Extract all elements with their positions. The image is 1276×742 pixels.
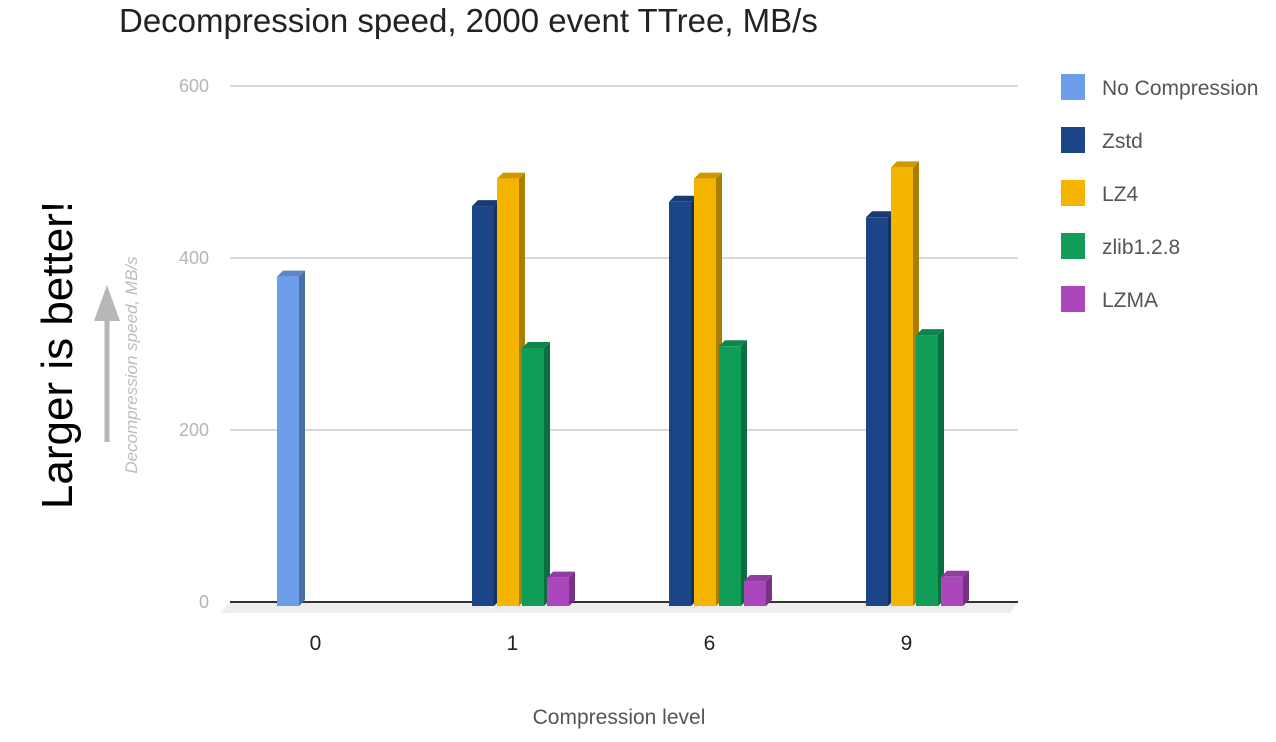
legend-label: No Compression bbox=[1102, 77, 1258, 100]
legend-swatch bbox=[1061, 127, 1085, 153]
bar-no-compression-level-0 bbox=[277, 270, 305, 606]
bar-side bbox=[544, 342, 550, 606]
legend-swatch bbox=[1061, 286, 1085, 312]
chart-title: Decompression speed, 2000 event TTree, M… bbox=[119, 2, 818, 39]
legend-item: LZ4 bbox=[1061, 180, 1139, 206]
bar-front bbox=[547, 577, 569, 606]
legend-label: Zstd bbox=[1102, 130, 1143, 153]
bar-zlib1-2-8-level-6 bbox=[719, 340, 747, 606]
bar-zlib1-2-8-level-1 bbox=[522, 342, 550, 606]
legend-label: LZ4 bbox=[1102, 183, 1139, 206]
bar-top bbox=[472, 200, 500, 207]
bar-front bbox=[744, 581, 766, 606]
y-tick-label: 200 bbox=[179, 420, 209, 440]
bar-lz4-level-1 bbox=[497, 172, 525, 606]
bar-zlib1-2-8-level-9 bbox=[916, 329, 944, 606]
bar-front bbox=[497, 178, 519, 606]
bar-top bbox=[719, 340, 747, 347]
x-axis-ticks: 0 1 6 9 bbox=[310, 632, 913, 655]
bar-top bbox=[866, 211, 894, 218]
legend-swatch bbox=[1061, 180, 1085, 206]
bar-top bbox=[669, 195, 697, 202]
bar-lz4-level-6 bbox=[694, 172, 722, 606]
legend-label: zlib1.2.8 bbox=[1102, 236, 1180, 259]
bar-zstd-level-1 bbox=[472, 200, 500, 606]
x-tick-label: 6 bbox=[704, 632, 716, 655]
bar-top bbox=[744, 575, 772, 582]
bar-front bbox=[866, 217, 888, 606]
bar-top bbox=[497, 172, 525, 179]
bar-side bbox=[766, 575, 772, 606]
bar-front bbox=[522, 348, 544, 606]
bar-zstd-level-9 bbox=[866, 211, 894, 606]
y-axis-title: Decompression speed, MB/s bbox=[122, 256, 141, 474]
y-tick-label: 0 bbox=[199, 592, 209, 612]
bar-side bbox=[569, 571, 575, 606]
bar-top bbox=[694, 172, 722, 179]
bar-front bbox=[694, 178, 716, 606]
bar-side bbox=[741, 340, 747, 606]
bar-top bbox=[891, 161, 919, 168]
bar-lzma-level-1 bbox=[547, 571, 575, 606]
bar-lzma-level-6 bbox=[744, 575, 772, 606]
y-tick-label: 400 bbox=[179, 248, 209, 268]
bar-top bbox=[522, 342, 550, 348]
legend-swatch bbox=[1061, 233, 1085, 259]
bar-top bbox=[916, 329, 944, 336]
bar-side bbox=[938, 329, 944, 606]
y-tick-label: 600 bbox=[179, 76, 209, 96]
legend: No Compression Zstd LZ4 zlib1.2.8 LZMA bbox=[1061, 74, 1258, 312]
bar-front bbox=[916, 335, 938, 606]
x-tick-label: 9 bbox=[901, 632, 913, 655]
bar-top bbox=[277, 270, 305, 277]
x-tick-label: 1 bbox=[507, 632, 519, 655]
bar-zstd-level-6 bbox=[669, 195, 697, 607]
bar-side bbox=[299, 270, 305, 606]
bar-lzma-level-9 bbox=[941, 570, 969, 606]
larger-is-better-annotation: Larger is better! bbox=[33, 201, 82, 509]
legend-item: Zstd bbox=[1061, 127, 1143, 153]
bar-front bbox=[277, 276, 299, 606]
bar-front bbox=[891, 167, 913, 606]
bar-top bbox=[941, 570, 969, 577]
y-axis-ticks: 0 200 400 600 bbox=[179, 76, 209, 612]
bar-lz4-level-9 bbox=[891, 161, 919, 606]
bars bbox=[277, 161, 969, 607]
bar-front bbox=[669, 201, 691, 607]
bar-front bbox=[472, 206, 494, 606]
legend-item: zlib1.2.8 bbox=[1061, 233, 1180, 259]
legend-item: No Compression bbox=[1061, 74, 1258, 100]
x-axis-title: Compression level bbox=[533, 706, 706, 729]
legend-swatch bbox=[1061, 74, 1085, 100]
legend-item: LZMA bbox=[1061, 286, 1158, 312]
bar-side bbox=[963, 570, 969, 606]
bar-front bbox=[941, 576, 963, 606]
legend-label: LZMA bbox=[1102, 289, 1158, 312]
bar-top bbox=[547, 571, 575, 578]
up-arrow-icon bbox=[94, 285, 120, 442]
chart-floor-plane bbox=[220, 602, 1018, 613]
bar-front bbox=[719, 346, 741, 606]
x-tick-label: 0 bbox=[310, 632, 322, 655]
